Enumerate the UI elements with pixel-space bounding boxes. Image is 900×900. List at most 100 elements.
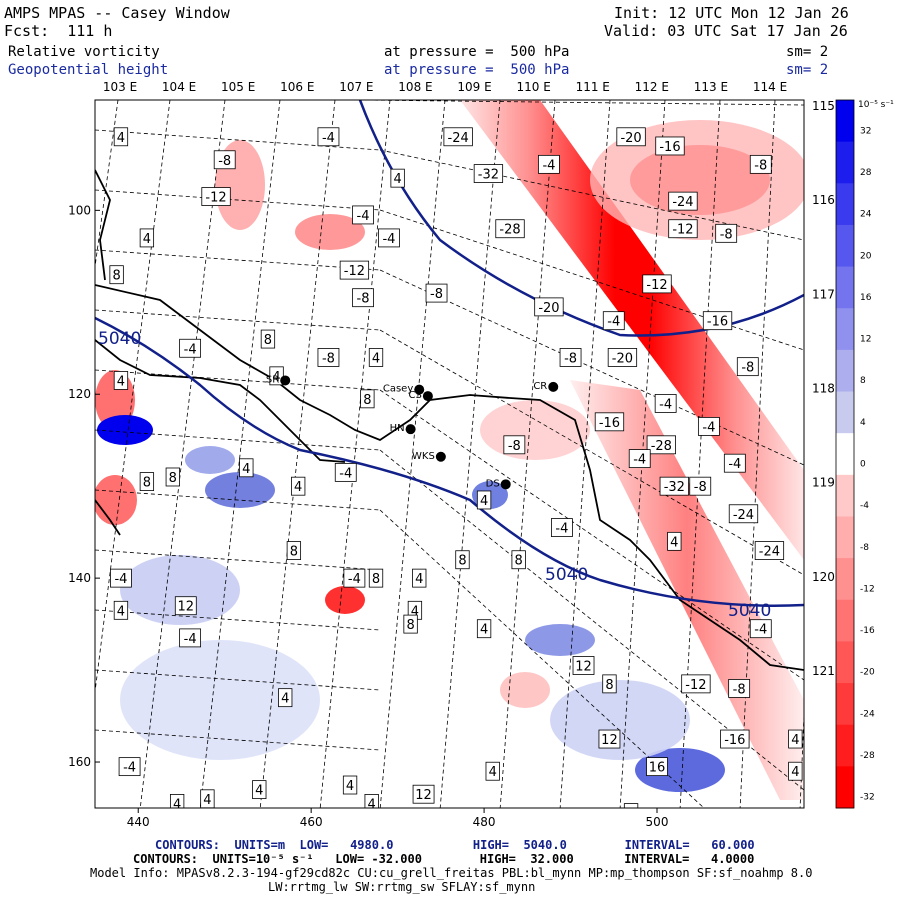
contour-label-text: -4	[184, 342, 197, 357]
contour-label: 8	[368, 568, 384, 588]
contour-label-box	[473, 164, 504, 183]
contour-label-text: -8	[720, 227, 733, 242]
contour-label: 4	[390, 168, 405, 188]
colorbar-label: 32	[860, 126, 871, 136]
contour-label: -8	[317, 348, 340, 367]
colorbar-label: 24	[860, 210, 872, 220]
colorbar-label: -32	[860, 793, 875, 803]
contour-label-box	[339, 260, 370, 280]
contour-label-text: 4	[627, 807, 635, 822]
contour-label-text: -28	[499, 223, 520, 238]
contour-label-text: 12	[601, 733, 618, 748]
contour-label-box	[511, 550, 526, 570]
contour-label-text: -8	[733, 682, 746, 697]
contour-label: -4	[525, 807, 547, 808]
contour-label-box	[685, 813, 699, 831]
contour-label-box	[559, 348, 582, 367]
y-tick-label: 120	[68, 387, 91, 401]
height-contour-info: CONTOURS: UNITS=m LOW= 4980.0 HIGH= 5040…	[155, 838, 755, 852]
contour-label-box	[646, 435, 676, 455]
contour-label-box	[723, 453, 746, 473]
top-lon-label: 107 E	[339, 80, 373, 94]
contour-label-box	[667, 531, 682, 551]
contour-label-text: -24	[733, 508, 754, 523]
contour-label-box	[352, 205, 374, 225]
contour-label-box	[736, 357, 759, 377]
contour-label: 4	[364, 794, 379, 808]
colorbar-cell	[836, 141, 854, 184]
contour-label-text: 4	[489, 765, 497, 780]
colorbar-label: 16	[860, 293, 872, 303]
contour-label-text: -4	[754, 623, 767, 638]
contour-label: 4	[623, 803, 639, 822]
contour-label-text: -8	[508, 439, 521, 454]
contour-label-text: -4	[607, 315, 620, 330]
contour-label: 12	[174, 596, 197, 616]
contour-label-box	[715, 223, 738, 243]
contour-label: -4	[110, 568, 132, 588]
contour-label-box	[378, 228, 400, 248]
contour-label-box	[139, 472, 155, 491]
colorbar-label: 8	[860, 376, 866, 386]
contour-label-text: -4	[339, 466, 352, 481]
contour-label: 4	[368, 348, 384, 367]
contour-label: -8	[728, 679, 751, 698]
top-lon-label: 111 E	[576, 80, 610, 94]
colorbar-unit: 10⁻⁵ s⁻¹	[858, 100, 894, 110]
contour-label: 4	[169, 794, 185, 808]
contour-label-box	[368, 568, 384, 588]
contour-label-text: -12	[205, 191, 226, 206]
contour-label-box	[169, 794, 185, 808]
height-label-west: 5040	[98, 329, 141, 349]
contour-label-box	[628, 449, 651, 468]
contour-label: 8	[403, 614, 418, 634]
contour-label-text: -8	[754, 158, 767, 173]
contour-label-text: 4	[411, 604, 419, 619]
station-marker	[422, 391, 433, 402]
contour-label-box	[364, 794, 379, 808]
contour-label-text: 8	[264, 333, 272, 348]
contour-label: -24	[443, 127, 473, 147]
contour-label-text: -4	[555, 522, 568, 537]
colorbar-labels: 32 28 24 20 16 12 8 4 0 -4 -8 -12 -16 -20 -24 -28 -32	[860, 126, 875, 802]
contour-label: -8	[559, 348, 582, 367]
contour-label-box	[538, 154, 560, 174]
contour-label: 4	[113, 371, 129, 390]
contour-label-text: 4	[372, 351, 380, 366]
x-tick-label: 500	[646, 815, 669, 829]
contour-label-box	[412, 568, 427, 588]
contour-label-text: 4	[480, 494, 488, 509]
contour-label: -32	[659, 476, 689, 496]
contour-label-text: 8	[372, 572, 380, 587]
field2-level: at pressure = 500 hPa	[384, 62, 570, 78]
contour-label-box	[352, 288, 374, 308]
contour-label-text: -8	[694, 480, 707, 495]
field2-name: Geopotential height	[8, 62, 169, 78]
contour-label-box	[179, 628, 202, 648]
contour-label-box	[317, 348, 340, 367]
contour-label-text: 4	[670, 535, 678, 550]
contour-label-text: -16	[707, 315, 728, 330]
top-lon-label: 106 E	[280, 80, 314, 94]
station-marker	[500, 479, 511, 490]
contour-label-box	[113, 127, 129, 147]
pos-blob-1	[205, 472, 275, 508]
plot-area: 5040 5040 5040 4 -8 -4 -24 -32 -4 -20 -16 -8 4 -12…	[95, 100, 804, 831]
x-tick-label: 460	[300, 815, 323, 829]
contour-label-box	[343, 568, 366, 588]
neg-region-10	[500, 672, 550, 708]
contour-label-text: -12	[646, 278, 667, 293]
contour-label-text: 8	[458, 554, 466, 569]
neg-region-9	[480, 400, 590, 460]
contour-label-text: -8	[741, 361, 754, 376]
pos-region-7	[120, 640, 320, 760]
contour-label: 4	[252, 780, 267, 800]
contour-label-box	[485, 761, 500, 781]
contour-label-box	[788, 761, 803, 781]
contour-label-box	[525, 807, 547, 808]
station-label: DS	[486, 478, 500, 489]
contour-label: -20	[616, 127, 646, 147]
contour-label: 16	[646, 757, 668, 777]
contour-label: 12	[412, 784, 435, 804]
model-info-schemes: LW:rrtmg_lw SW:rrtmg_sw SFLAY:sf_mynn	[268, 880, 536, 894]
